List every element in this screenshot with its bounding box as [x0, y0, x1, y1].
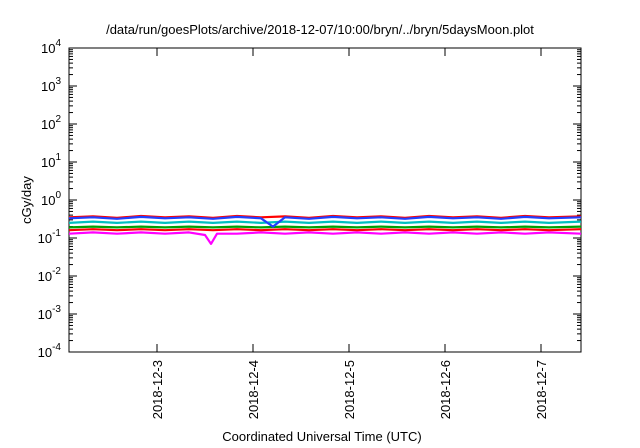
- series-line-3: [68, 225, 582, 229]
- y-tick-label: 101: [41, 152, 61, 170]
- y-tick-label: 100: [41, 190, 61, 208]
- y-tick-label: 10-2: [38, 266, 62, 284]
- y-tick-label: 10-3: [38, 304, 62, 322]
- y-tick-label: 10-4: [38, 342, 62, 360]
- plot-area: 10-4 10-3 10-2 10-1 100 101 102 103 104 2018-12-3…: [38, 38, 582, 419]
- y-tick-label: 104: [41, 38, 61, 56]
- y-tick-label: 10-1: [38, 228, 62, 246]
- series-line-1: [68, 231, 582, 245]
- x-axis-label: Coordinated Universal Time (UTC): [222, 429, 421, 444]
- series-line-4: [68, 220, 582, 224]
- x-tick-label: 2018-12-3: [150, 360, 165, 419]
- y-axis-label: cGy/day: [19, 176, 34, 224]
- series-line-6: [68, 215, 582, 228]
- plot-frame: [68, 47, 582, 353]
- series-line-2: [68, 228, 582, 232]
- x-tick-label: 2018-12-6: [438, 360, 453, 419]
- x-tick-label: 2018-12-4: [246, 360, 261, 419]
- y-tick-label: 102: [41, 114, 61, 132]
- x-tick-label: 2018-12-7: [534, 360, 549, 419]
- x-tick-label: 2018-12-5: [342, 360, 357, 419]
- chart-title: /data/run/goesPlots/archive/2018-12-07/1…: [106, 22, 534, 37]
- y-tick-label: 103: [41, 76, 61, 94]
